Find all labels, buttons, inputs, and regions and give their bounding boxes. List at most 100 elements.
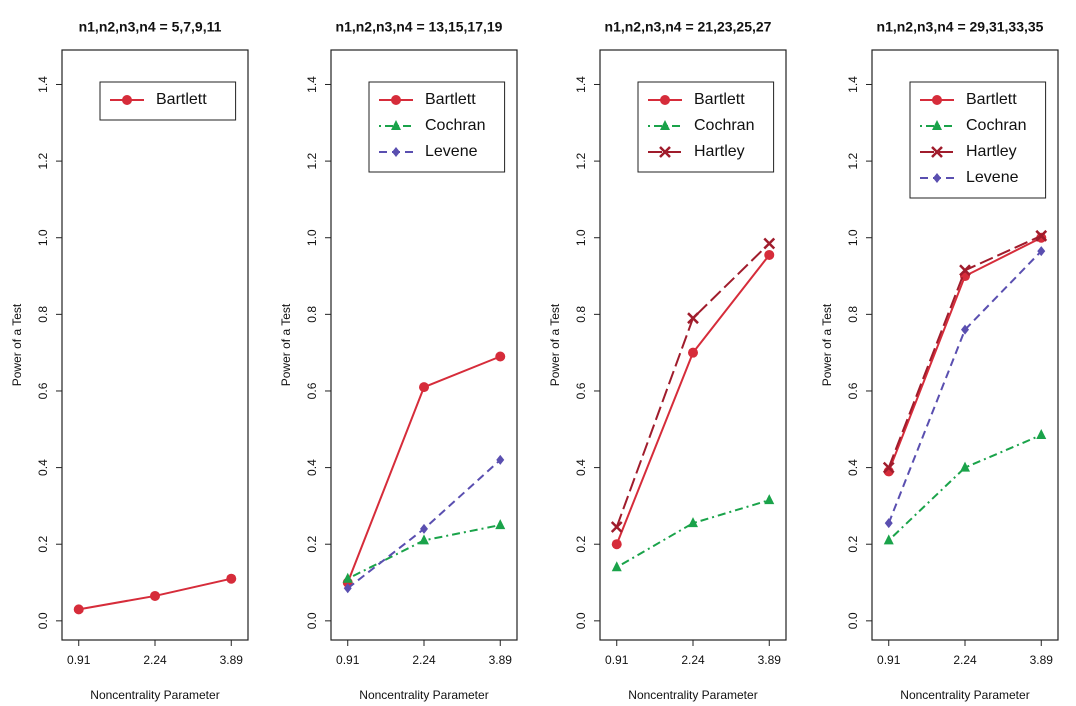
panel-title: n1,n2,n3,n4 = 5,7,9,11	[79, 19, 222, 35]
marker	[1035, 229, 1048, 242]
y-tick-label: 1.4	[305, 76, 319, 93]
legend-label: Bartlett	[694, 91, 745, 108]
y-tick-label: 1.2	[305, 152, 319, 169]
y-tick-label: 0.8	[305, 306, 319, 323]
y-tick-label: 0.6	[305, 382, 319, 399]
y-tick-label: 0.0	[846, 612, 860, 629]
y-tick-label: 0.6	[574, 382, 588, 399]
y-tick-label: 0.0	[574, 612, 588, 629]
legend-marker	[391, 120, 401, 130]
legend-label: Levene	[966, 169, 1019, 186]
marker	[420, 523, 428, 534]
y-tick-label: 0.4	[574, 459, 588, 476]
marker	[495, 519, 506, 530]
series-line	[888, 434, 1042, 542]
x-tick-label: 0.91	[336, 653, 360, 667]
legend-marker	[660, 120, 670, 130]
legend-marker	[122, 95, 132, 105]
panel-title: n1,n2,n3,n4 = 21,23,25,27	[605, 19, 772, 35]
marker	[150, 590, 160, 601]
legend-label: Cochran	[425, 117, 485, 134]
y-axis-label: Power of a Test	[10, 303, 24, 386]
y-tick-label: 0.8	[846, 306, 860, 323]
y-axis-label: Power of a Test	[279, 303, 293, 386]
marker	[496, 454, 505, 465]
legend-marker	[391, 95, 401, 105]
marker	[959, 264, 971, 277]
x-tick-label: 0.91	[877, 653, 901, 667]
y-tick-label: 0.6	[36, 382, 50, 399]
y-tick-label: 0.4	[36, 459, 50, 476]
x-tick-label: 2.24	[412, 653, 436, 667]
y-tick-label: 1.4	[846, 76, 860, 93]
legend-label: Bartlett	[156, 91, 207, 108]
legend-marker	[931, 146, 943, 158]
legend-label: Hartley	[694, 143, 745, 160]
x-axis-label: Noncentrality Parameter	[628, 688, 757, 702]
legend-marker	[932, 120, 942, 130]
y-tick-label: 1.0	[305, 229, 319, 246]
marker	[419, 534, 429, 545]
legend-label: Hartley	[966, 143, 1017, 160]
x-axis-label: Noncentrality Parameter	[359, 688, 488, 702]
panel-title: n1,n2,n3,n4 = 13,15,17,19	[336, 19, 503, 35]
x-tick-label: 2.24	[681, 653, 705, 667]
series-line	[887, 250, 1042, 524]
legend-marker	[392, 147, 400, 157]
marker	[495, 351, 506, 362]
marker	[687, 312, 699, 325]
y-tick-label: 0.2	[574, 536, 588, 553]
x-tick-label: 2.24	[143, 653, 167, 667]
y-tick-label: 0.4	[846, 459, 860, 476]
marker	[342, 572, 353, 583]
x-tick-label: 3.89	[220, 653, 244, 667]
legend-label: Bartlett	[425, 91, 476, 108]
marker	[226, 573, 237, 584]
y-tick-label: 0.8	[574, 306, 588, 323]
marker	[611, 539, 622, 550]
y-tick-label: 0.6	[846, 382, 860, 399]
x-tick-label: 3.89	[1030, 653, 1054, 667]
marker	[882, 461, 895, 474]
legend-label: Cochran	[694, 117, 754, 134]
marker	[883, 534, 894, 545]
y-axis-label: Power of a Test	[820, 303, 834, 386]
legend-marker	[932, 95, 942, 105]
legend-marker	[659, 146, 671, 158]
series-line	[616, 499, 770, 569]
marker	[1037, 246, 1046, 257]
x-tick-label: 0.91	[605, 653, 629, 667]
marker	[419, 382, 429, 393]
marker	[764, 494, 775, 505]
y-tick-label: 0.2	[36, 536, 50, 553]
y-tick-label: 0.2	[305, 536, 319, 553]
y-tick-label: 0.0	[305, 612, 319, 629]
y-tick-label: 0.4	[305, 459, 319, 476]
marker	[688, 517, 698, 528]
legend-label: Bartlett	[966, 91, 1017, 108]
marker	[611, 561, 622, 572]
y-tick-label: 1.0	[846, 229, 860, 246]
x-tick-label: 0.91	[67, 653, 91, 667]
series-line	[615, 254, 771, 545]
marker	[764, 249, 775, 260]
x-tick-label: 2.24	[953, 653, 977, 667]
marker	[884, 518, 893, 529]
y-tick-label: 0.2	[846, 536, 860, 553]
y-tick-label: 1.4	[36, 76, 50, 93]
y-tick-label: 1.2	[574, 152, 588, 169]
y-tick-label: 1.2	[36, 152, 50, 169]
marker	[1036, 429, 1047, 440]
legend-marker	[933, 173, 941, 183]
y-axis-label: Power of a Test	[548, 303, 562, 386]
marker	[343, 583, 352, 594]
y-tick-label: 1.0	[574, 229, 588, 246]
marker	[610, 521, 623, 533]
marker	[763, 237, 776, 250]
y-tick-label: 1.2	[846, 152, 860, 169]
x-axis-label: Noncentrality Parameter	[90, 688, 219, 702]
marker	[961, 324, 969, 335]
x-tick-label: 3.89	[489, 653, 513, 667]
plot-frame	[61, 49, 249, 641]
